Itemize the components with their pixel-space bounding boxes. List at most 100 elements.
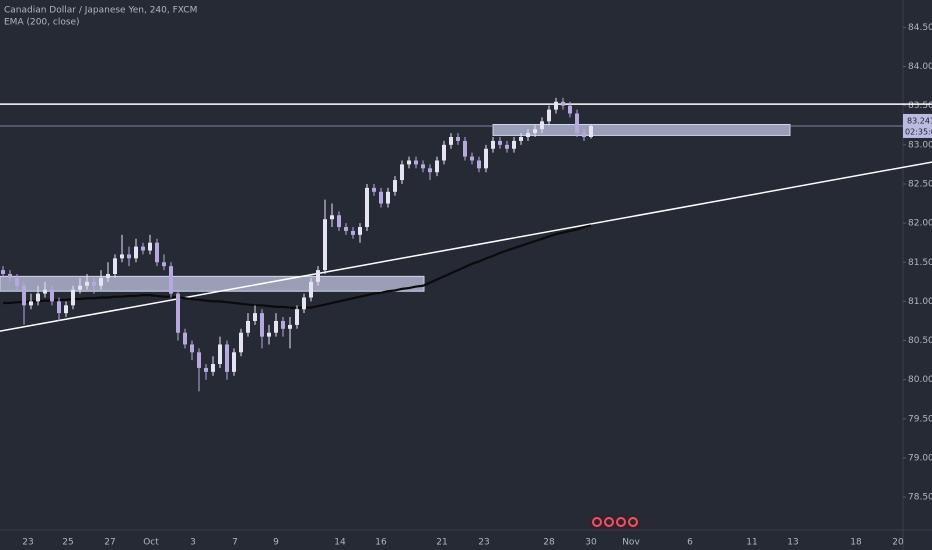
candle-body — [113, 258, 117, 275]
candle-body — [99, 277, 103, 286]
candle-body — [281, 320, 285, 329]
candle-body — [190, 344, 194, 353]
logo-bg — [589, 515, 641, 529]
candle-body — [379, 191, 383, 204]
candle-body — [407, 160, 411, 165]
candle-body — [22, 285, 26, 306]
candle-body — [323, 219, 327, 271]
candle-body — [57, 301, 61, 314]
candle-body — [211, 364, 215, 372]
x-tick-label: Nov — [622, 538, 640, 548]
candle-body — [288, 324, 292, 329]
candle-body — [540, 121, 544, 130]
candle-body — [393, 180, 397, 192]
x-tick-label: 7 — [232, 538, 238, 548]
candle-body — [309, 281, 313, 298]
y-tick-label: 81.500 — [908, 258, 932, 268]
candle-body — [225, 344, 229, 372]
y-tick-label: 81.000 — [908, 297, 932, 307]
candle-body — [484, 148, 488, 169]
candle-body — [246, 320, 250, 333]
candle-body — [589, 125, 593, 138]
candle-body — [218, 344, 222, 365]
candle-body — [253, 313, 257, 321]
candle-body — [120, 254, 124, 259]
logo-ring — [592, 517, 602, 527]
candle-body — [162, 262, 166, 267]
candle-body — [351, 230, 355, 235]
x-tick-label: 20 — [892, 538, 904, 548]
candle-body — [491, 140, 495, 149]
x-tick-label: 16 — [375, 538, 387, 548]
candle-body — [442, 144, 446, 161]
x-tick-label: 13 — [787, 538, 798, 548]
candle-body — [204, 367, 208, 372]
x-tick-label: 18 — [850, 538, 862, 548]
x-tick-label: 23 — [478, 538, 489, 548]
candle-body — [176, 293, 180, 333]
candle-body — [36, 293, 40, 302]
candle-body — [15, 277, 19, 286]
logo — [589, 515, 641, 529]
candle-body — [127, 254, 131, 259]
candle-body — [400, 164, 404, 181]
y-tick-label: 84.500 — [908, 23, 932, 33]
candle-body — [435, 160, 439, 173]
candle-body — [449, 137, 453, 145]
candle-body — [533, 129, 537, 134]
price-label: 83.241 — [907, 116, 932, 125]
candle-body — [526, 133, 530, 138]
candle-body — [372, 187, 376, 192]
candle-body — [519, 137, 523, 141]
x-tick-label: Oct — [143, 538, 159, 548]
y-tick-label: 82.000 — [908, 219, 932, 229]
candle-body — [421, 164, 425, 169]
candle-body — [547, 109, 551, 122]
candle-body — [575, 113, 579, 134]
y-tick-label: 82.500 — [908, 179, 932, 189]
candle-body — [330, 215, 334, 220]
y-tick-label: 78.500 — [908, 493, 932, 503]
candle-body — [169, 266, 173, 294]
candle-body — [155, 242, 159, 263]
candle-body — [477, 160, 481, 169]
candle-body — [505, 144, 509, 149]
x-tick-label: 14 — [334, 538, 346, 548]
candle-body — [71, 289, 75, 306]
candle-body — [141, 246, 145, 251]
candle-body — [498, 140, 502, 145]
candle-body — [365, 187, 369, 228]
candle-body — [106, 274, 110, 278]
candle-body — [85, 281, 89, 286]
x-tick-label: 3 — [190, 538, 196, 548]
candle-body — [568, 105, 572, 114]
price-label-bg — [903, 113, 932, 138]
candle-body — [64, 305, 68, 314]
x-tick-label: 9 — [273, 538, 279, 548]
trend-line — [0, 161, 932, 332]
x-tick-label: 11 — [746, 538, 757, 548]
x-tick-label: 28 — [543, 538, 555, 548]
x-tick-label: 23 — [22, 538, 33, 548]
candle-body — [302, 297, 306, 310]
x-tick-label: 27 — [104, 538, 115, 548]
logo-ring — [628, 517, 638, 527]
candle-body — [295, 309, 299, 325]
y-tick-label: 80.000 — [908, 375, 932, 385]
candle-body — [239, 332, 243, 353]
countdown-label: 02:35:08 — [905, 127, 932, 136]
candle-body — [232, 352, 236, 372]
y-tick-label: 83.500 — [908, 101, 932, 111]
candle-body — [183, 332, 187, 345]
candle-body — [428, 168, 432, 173]
candle-body — [267, 332, 271, 337]
candle-body — [456, 137, 460, 141]
candle-body — [50, 289, 54, 302]
candle-body — [43, 289, 47, 294]
x-tick-label: 30 — [585, 538, 597, 548]
candle-body — [197, 352, 201, 368]
zone — [492, 123, 791, 136]
candle-body — [358, 227, 362, 235]
